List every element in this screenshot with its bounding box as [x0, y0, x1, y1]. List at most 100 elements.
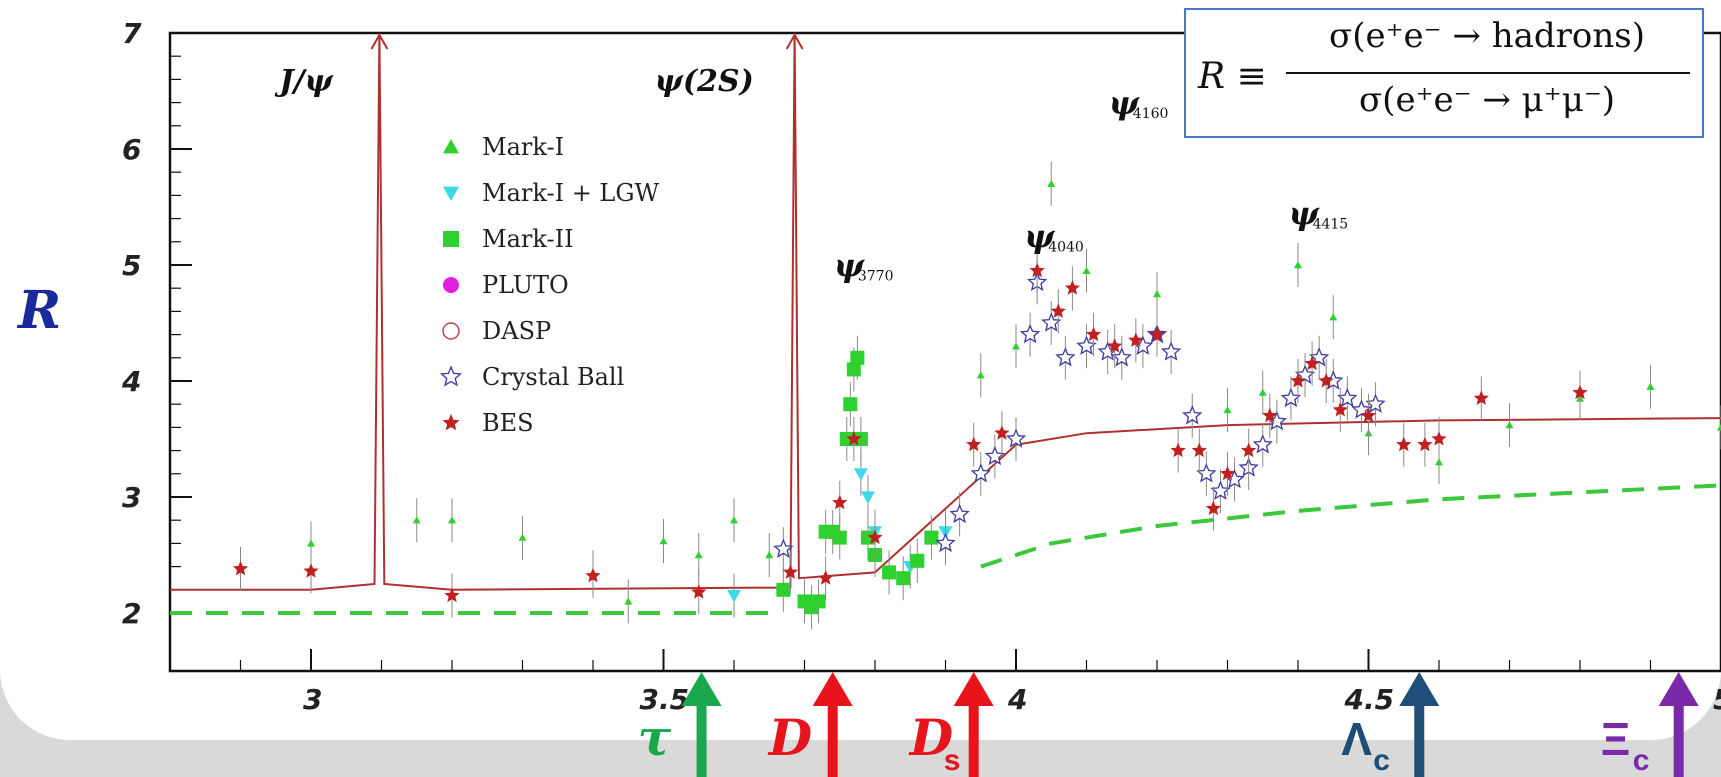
data-point [659, 537, 668, 545]
data-point [949, 503, 970, 524]
data-point [1191, 442, 1207, 458]
peak-arrowhead [785, 32, 804, 50]
data-point [1005, 428, 1027, 448]
threshold-arrow-shaft [827, 690, 838, 777]
threshold-label: Λ [1341, 713, 1372, 765]
resonance-subscript: 3770 [858, 269, 894, 285]
quark-model-dashed-high [980, 483, 1721, 569]
legend: Mark-I Mark-I + LGW Mark-II PLUTO DASP Crysta… [439, 133, 660, 437]
x-tick-label: 3 [303, 683, 322, 716]
data-point [1360, 407, 1377, 423]
data-point [773, 538, 794, 558]
data-point [1417, 436, 1433, 452]
data-point [832, 530, 847, 545]
data-point [1050, 303, 1066, 318]
data-point [1332, 402, 1348, 417]
resonance-label: ψ [1109, 84, 1140, 122]
data-point [976, 371, 985, 379]
data-point [1241, 442, 1257, 458]
peak-arrowhead [370, 32, 389, 50]
data-point [846, 431, 862, 446]
data-point [860, 491, 875, 504]
legend-label: Mark-I + LGW [482, 179, 660, 207]
threshold-τ: τ [638, 672, 722, 777]
data-point [782, 564, 798, 579]
data-point [1290, 373, 1306, 388]
data-point [1280, 387, 1302, 408]
resonance-subscript: 4160 [1133, 106, 1169, 122]
data-point [1182, 405, 1203, 425]
data-point [853, 468, 868, 481]
threshold-label: D [767, 708, 812, 767]
data-point [1111, 347, 1132, 367]
resonance-subscript: 4040 [1048, 240, 1084, 256]
y-tick-label: 5 [122, 249, 141, 282]
legend-marker [443, 277, 459, 293]
y-tick-label: 3 [122, 481, 141, 514]
data-point [867, 529, 883, 545]
data-point [1318, 373, 1334, 388]
data-point [1365, 393, 1386, 413]
data-point [1262, 407, 1278, 423]
data-point [518, 533, 527, 541]
data-point [691, 584, 707, 599]
x-tick-label: 3.5 [640, 683, 690, 716]
data-point [730, 516, 738, 524]
data-point [1435, 458, 1443, 466]
data-point [1055, 347, 1076, 367]
data-point [1205, 500, 1221, 516]
threshold-arrow-head [812, 672, 853, 706]
x-tick-label: 4.5 [1344, 683, 1395, 716]
data-point [850, 350, 865, 365]
resonance-label: J/ψ [274, 64, 334, 99]
data-point [1717, 423, 1721, 431]
data-point [1294, 261, 1302, 269]
threshold-arrow-shaft [696, 690, 707, 777]
data-point [1149, 326, 1165, 342]
resonance-label: ψ(2S) [655, 64, 754, 99]
threshold-ds: Ds [908, 672, 994, 777]
r-definition-box: R ≡ σ(e⁺e⁻ → hadrons) σ(e⁺e⁻ → μ⁺μ⁻) [1184, 8, 1704, 138]
legend-marker [439, 365, 463, 387]
resonance-label: ψ [1289, 194, 1320, 232]
formula-denominator: σ(e⁺e⁻ → μ⁺μ⁻) [1358, 80, 1616, 120]
data-point [1258, 388, 1267, 396]
legend-label: DASP [482, 317, 551, 345]
data-point [1019, 323, 1041, 344]
data-point [232, 560, 249, 576]
data-point [1012, 342, 1020, 350]
x-tick-label: 4 [1007, 683, 1027, 716]
y-tick-label: 4 [121, 365, 141, 398]
series-bes [232, 248, 1588, 618]
threshold-label: τ [638, 708, 672, 767]
data-point [818, 570, 834, 585]
data-point [1646, 382, 1655, 390]
data-point [882, 565, 897, 580]
data-point [1064, 280, 1080, 295]
x-tick-labels: 3 3.5 4 4.5 5 [303, 683, 1721, 716]
threshold-subscript: c [1373, 744, 1390, 777]
formula-lhs: R ≡ [1198, 56, 1267, 97]
resonance-label: ψ [834, 247, 865, 285]
threshold-arrow-head [1658, 672, 1699, 706]
data-point [412, 516, 421, 524]
series-mark-ii [776, 335, 939, 630]
data-point [966, 436, 982, 452]
data-point [1210, 480, 1231, 500]
legend-marker [443, 231, 459, 247]
curves [170, 32, 1721, 615]
data-point [1431, 431, 1447, 446]
data-point [811, 594, 826, 609]
data-point [1029, 262, 1045, 278]
data-point [1047, 179, 1056, 187]
data-point [1396, 436, 1412, 452]
y-tick-label: 7 [122, 17, 142, 50]
data-point [1572, 384, 1588, 400]
formula-numerator: σ(e⁺e⁻ → hadrons) [1329, 16, 1645, 56]
data-point [924, 530, 939, 545]
